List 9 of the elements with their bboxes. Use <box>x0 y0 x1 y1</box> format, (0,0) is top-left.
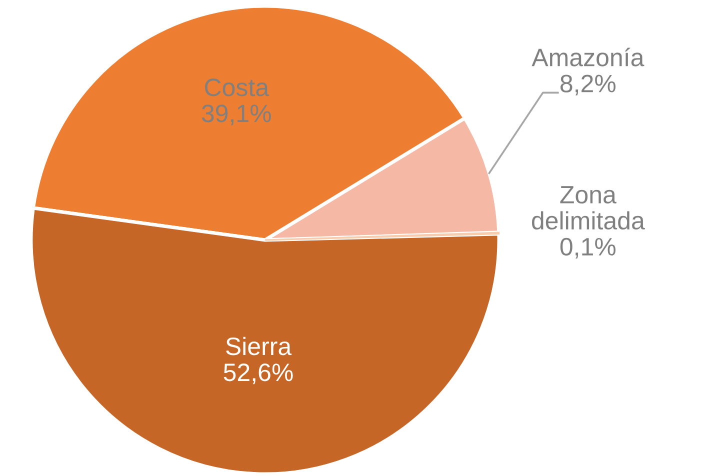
slice-label: Amazonía <box>532 48 644 66</box>
data-label: 52,6% <box>224 364 293 384</box>
slice-label: Costa <box>205 78 270 96</box>
data-label: 39,1% <box>202 104 271 126</box>
data-label: 0,1% <box>560 238 616 259</box>
slice-label: Sierra <box>226 336 292 356</box>
slice-label: Zona delimitada <box>532 186 645 230</box>
pie-slice <box>264 232 500 241</box>
data-label: 8,2% <box>560 74 616 96</box>
